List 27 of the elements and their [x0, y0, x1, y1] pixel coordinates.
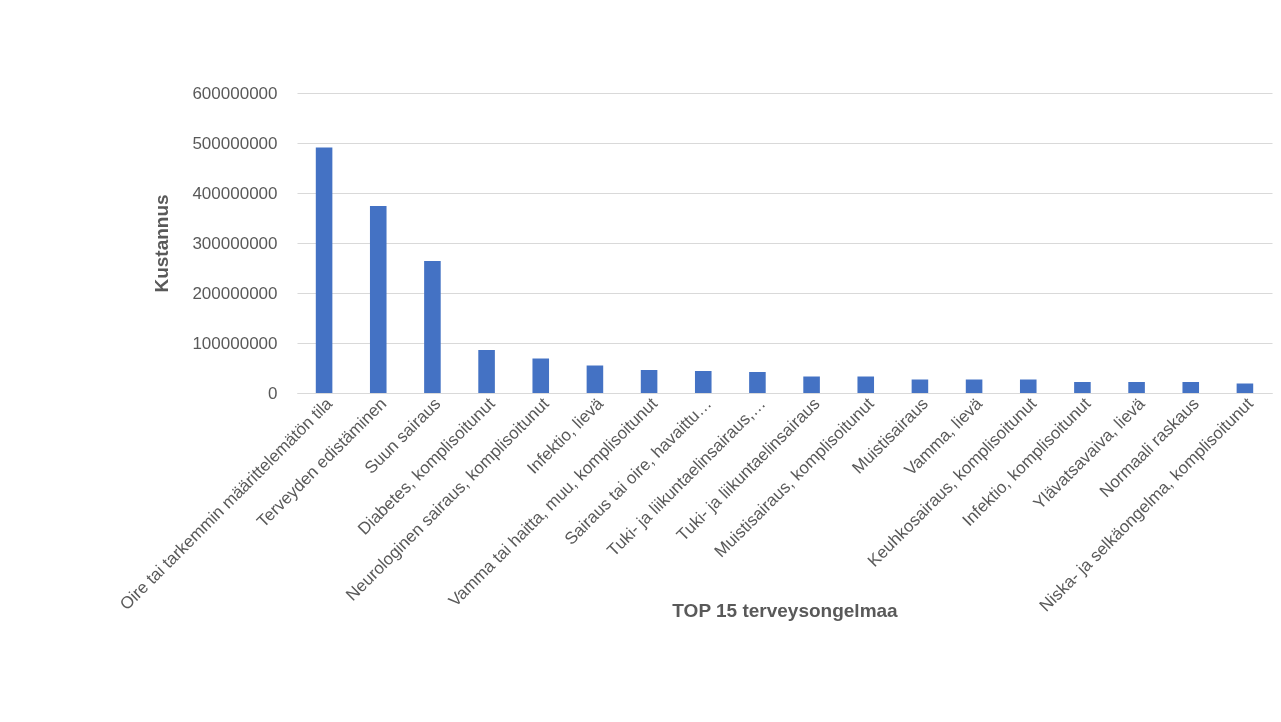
bar: [478, 350, 495, 393]
bar: [640, 370, 658, 393]
bar: [586, 365, 604, 393]
bar: [315, 147, 333, 393]
y-tick-label: 600000000: [192, 83, 278, 103]
y-tick-label: 0: [268, 383, 278, 403]
bar: [369, 206, 387, 393]
bar: [1019, 379, 1037, 393]
bar: [1236, 383, 1254, 393]
bar: [1074, 382, 1091, 393]
y-tick-label: 200000000: [192, 283, 278, 303]
bar: [857, 376, 875, 393]
bar: [424, 261, 441, 393]
bar: [1182, 382, 1200, 393]
y-tick-label: 100000000: [192, 333, 278, 353]
bar: [965, 379, 983, 393]
bar: [749, 372, 766, 393]
bar: [694, 371, 712, 393]
y-tick-label: 400000000: [192, 183, 278, 203]
bar: [911, 379, 929, 393]
y-tick-label: 300000000: [192, 233, 278, 253]
bar: [1128, 382, 1145, 393]
y-axis-title: Kustannus: [151, 194, 173, 293]
y-tick-label: 500000000: [192, 133, 278, 153]
bar: [532, 358, 550, 393]
x-axis-title: TOP 15 terveysongelmaa: [672, 599, 899, 621]
bar: [803, 376, 820, 393]
